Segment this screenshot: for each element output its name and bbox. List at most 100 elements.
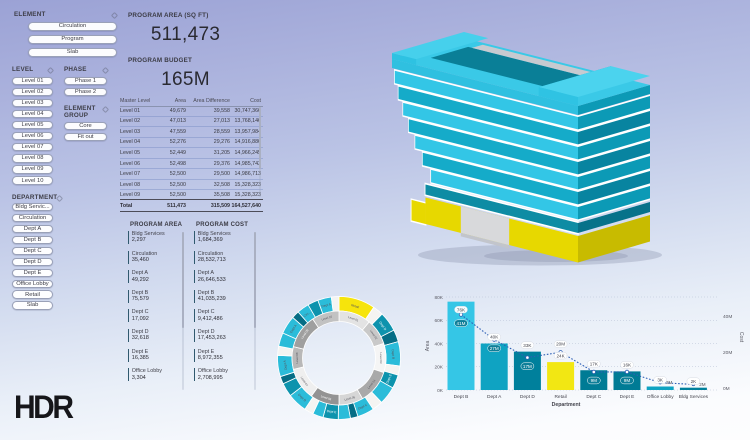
table-col-header[interactable]: Area (174, 97, 186, 104)
program-area-item[interactable]: Bldg Services 2,297 (128, 231, 188, 244)
program-sunburst-donut-chart[interactable]: Retail Dept D Dept B Dept E Dept C Dept E Dept… (275, 294, 403, 422)
program-cost-item[interactable]: Office Lobby 2,708,995 (194, 368, 254, 382)
level-slicer-button-level-08[interactable]: Level 08 (12, 154, 53, 163)
y-left-tick-label: 60K (434, 318, 443, 324)
table-col-header[interactable]: Cost (250, 97, 261, 104)
phase-slicer-button-phase-1[interactable]: Phase 1 (64, 77, 107, 86)
table-cell: 39,558 (213, 107, 230, 114)
program-area-item[interactable]: Dept A 49,292 (128, 270, 188, 284)
element-slicer-button-circulation[interactable]: Circulation (28, 22, 117, 31)
level-slicer-button-level-09[interactable]: Level 09 (12, 165, 53, 174)
element-slicer-button-slab[interactable]: Slab (28, 48, 117, 57)
element-group-clear-filter-icon[interactable] (101, 105, 110, 114)
table-row[interactable]: Level 08 52,500 32,508 15,328,323 (120, 180, 263, 191)
program-area-item[interactable]: Office Lobby 3,304 (128, 368, 188, 382)
program-area-item[interactable]: Dept B 75,579 (128, 289, 188, 303)
table-col-header[interactable]: Area Difference (193, 97, 230, 104)
table-row[interactable]: Level 04 52,276 29,276 14,916,886 (120, 138, 263, 149)
element-group-slicer-title: ELEMENT GROUP (64, 105, 96, 119)
program-cost-item[interactable]: Dept D 17,453,263 (194, 329, 254, 342)
bar-office-lobby[interactable] (646, 386, 674, 390)
phase-clear-filter-icon[interactable] (101, 66, 110, 75)
phase-slicer-button-phase-2[interactable]: Phase 2 (64, 88, 107, 97)
department-slicer-button-slab[interactable]: Slab (12, 301, 53, 310)
level-slicer-button-level-05[interactable]: Level 05 (12, 121, 53, 130)
table-scrollbar[interactable] (259, 107, 262, 197)
program-area-item[interactable]: Dept D 32,618 (128, 329, 188, 342)
table-cell: 14,986,713 (234, 171, 261, 178)
program-area-item[interactable]: Dept C 17,092 (128, 309, 188, 323)
level-slicer-button-level-01[interactable]: Level 01 (12, 77, 53, 86)
program-area-item[interactable]: Circulation 35,460 (128, 250, 188, 264)
table-cell: 13,768,146 (234, 118, 261, 125)
program-cost-list-scrollbar[interactable] (254, 232, 257, 390)
donut-segment[interactable] (330, 296, 340, 312)
department-slicer-button-dept-b[interactable]: Dept B (12, 235, 53, 244)
y-right-tick-label: 0M (723, 386, 730, 392)
department-slicer-button-dept-d[interactable]: Dept D (12, 257, 53, 266)
donut-segment-label: Level 03 (379, 353, 383, 364)
table-row[interactable]: Level 02 47,013 27,013 13,768,146 (120, 117, 263, 128)
table-cell: Level 01 (120, 107, 141, 114)
department-slicer-button-retail[interactable]: Retail (12, 290, 53, 299)
donut-segment[interactable] (312, 310, 340, 329)
level-slicer-button-level-02[interactable]: Level 02 (12, 88, 53, 97)
building-face (578, 85, 650, 115)
table-cell: 14,916,886 (234, 139, 261, 146)
building-3d-view[interactable] (385, 8, 715, 278)
area-cost-combo-chart[interactable]: 0K 20K 40K 60K 80K 0M 20M 40M 76K 40K 33K 24K 17K 16K… (415, 284, 750, 410)
department-slicer-button-dept-e[interactable]: Dept E (12, 268, 53, 277)
card-item-value: 3,304 (131, 374, 146, 381)
table-cell: 27,013 (213, 118, 230, 125)
bar-label-pill (487, 333, 501, 341)
table-row[interactable]: Level 01 49,679 39,558 30,747,366 (120, 106, 263, 117)
element_group-slicer-button-core[interactable]: Core (64, 121, 107, 130)
program-cost-item[interactable]: Dept A 26,646,533 (194, 270, 254, 284)
bar-retail[interactable] (547, 362, 575, 390)
table-col-header[interactable]: Master Level (120, 97, 151, 104)
department-slicer-button-bldg-servic-[interactable]: Bldg Servic... (12, 203, 53, 212)
program-area-kpi-title: PROGRAM AREA (SQ FT) (128, 12, 209, 19)
program-cost-item[interactable]: Circulation 28,532,713 (194, 250, 254, 264)
element-clear-filter-icon[interactable] (110, 11, 119, 20)
department-slicer-button-dept-a[interactable]: Dept A (12, 224, 53, 234)
program-area-item[interactable]: Dept E 16,385 (128, 348, 188, 362)
level-slicer-button-level-03[interactable]: Level 03 (12, 99, 53, 108)
donut-segment-label: Retail (351, 303, 360, 309)
program-area-list-scrollbar[interactable] (182, 232, 185, 390)
element-slicer-button-program[interactable]: Program (28, 35, 117, 44)
building-face (411, 199, 426, 224)
donut-segment-label: Level 08 (295, 352, 299, 363)
department-slicer-button-office-lobby[interactable]: Office Lobby (12, 279, 53, 288)
table-cell: 15,328,323 (234, 181, 261, 188)
phase-slicer-title: PHASE (64, 66, 87, 73)
program-cost-item[interactable]: Dept C 9,412,486 (194, 309, 254, 323)
table-row[interactable]: Level 07 52,500 29,500 14,986,713 (120, 169, 263, 180)
card-item-label: Dept A (197, 270, 214, 277)
department-slicer-button-circulation[interactable]: Circulation (12, 213, 53, 223)
building-face (538, 87, 578, 106)
table-cell: 49,679 (169, 107, 186, 114)
program-cost-item[interactable]: Dept B 41,035,239 (194, 289, 254, 303)
element_group-slicer-button-fit-out[interactable]: Fit out (64, 132, 107, 141)
table-row[interactable]: Level 05 52,449 31,205 14,966,245 (120, 148, 263, 159)
table-row[interactable]: Level 06 52,498 29,376 14,985,743 (120, 159, 263, 170)
program-cost-item[interactable]: Dept E 8,972,355 (194, 348, 254, 362)
level-slicer-button-level-10[interactable]: Level 10 (12, 176, 53, 185)
department-slicer-title: DEPARTMENT (12, 194, 58, 201)
x-tick-label: Dept C (586, 394, 601, 400)
program-cost-item[interactable]: Bldg Services 1,684,369 (194, 231, 254, 244)
card-item-value: 75,579 (131, 296, 149, 303)
table-row[interactable]: Level 03 47,559 28,559 13,957,984 (120, 127, 263, 138)
line-label-pill (520, 362, 535, 370)
table-total-cell: 511,473 (167, 202, 186, 209)
building-face (392, 59, 578, 115)
table-row[interactable]: Level 09 52,500 35,508 15,328,323 (120, 190, 263, 197)
department-slicer-button-dept-c[interactable]: Dept C (12, 246, 53, 255)
level-slicer-button-level-07[interactable]: Level 07 (12, 143, 53, 152)
table-total-cell: 164,527,640 (231, 202, 261, 209)
level-slicer-button-level-04[interactable]: Level 04 (12, 110, 53, 119)
level-slicer-button-level-06[interactable]: Level 06 (12, 132, 53, 141)
bar-bldg-services[interactable] (679, 387, 707, 390)
level-clear-filter-icon[interactable] (46, 66, 55, 75)
